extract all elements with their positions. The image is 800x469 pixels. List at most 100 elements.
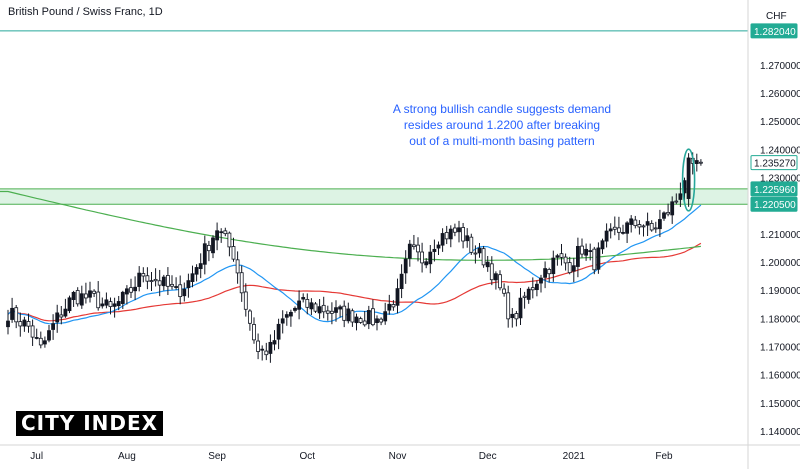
- candle-body[interactable]: [666, 212, 670, 215]
- candle-body[interactable]: [649, 222, 654, 231]
- candle-body[interactable]: [551, 257, 556, 275]
- candle-body[interactable]: [280, 318, 285, 324]
- candle-body[interactable]: [465, 235, 470, 242]
- candle-body[interactable]: [104, 299, 109, 306]
- candle-body[interactable]: [223, 230, 228, 235]
- candle-body[interactable]: [416, 244, 420, 253]
- candle-body[interactable]: [338, 306, 343, 310]
- candle-body[interactable]: [211, 237, 215, 254]
- candle-body[interactable]: [198, 263, 203, 270]
- candle-body[interactable]: [518, 297, 523, 319]
- candle-body[interactable]: [514, 313, 519, 320]
- candle-body[interactable]: [268, 341, 273, 354]
- candle-body[interactable]: [399, 273, 404, 290]
- candle-body[interactable]: [699, 161, 703, 164]
- candle-body[interactable]: [317, 306, 322, 314]
- candle-body[interactable]: [59, 314, 64, 318]
- candle-body[interactable]: [662, 212, 666, 219]
- candle-body[interactable]: [674, 200, 679, 203]
- candle-body[interactable]: [612, 226, 617, 230]
- candle-body[interactable]: [178, 284, 183, 298]
- candle-body[interactable]: [370, 308, 375, 326]
- candle-body[interactable]: [96, 291, 101, 309]
- candle-body[interactable]: [129, 287, 133, 293]
- candle-body[interactable]: [530, 287, 535, 291]
- candle-body[interactable]: [678, 193, 683, 200]
- candle-body[interactable]: [387, 303, 392, 311]
- candle-body[interactable]: [186, 280, 191, 289]
- candle-body[interactable]: [448, 228, 453, 240]
- candle-body[interactable]: [256, 340, 261, 352]
- candle-body[interactable]: [174, 286, 179, 288]
- candle-body[interactable]: [362, 320, 367, 326]
- candle-body[interactable]: [420, 251, 425, 264]
- candle-body[interactable]: [293, 307, 297, 311]
- candle-body[interactable]: [366, 310, 371, 325]
- candle-body[interactable]: [633, 219, 638, 227]
- candle-body[interactable]: [526, 288, 531, 300]
- candle-body[interactable]: [670, 201, 675, 216]
- candle-body[interactable]: [22, 319, 27, 327]
- candle-body[interactable]: [411, 244, 416, 247]
- candle-body[interactable]: [284, 314, 289, 318]
- candle-body[interactable]: [428, 251, 433, 265]
- candle-body[interactable]: [559, 253, 564, 258]
- candle-body[interactable]: [133, 286, 138, 292]
- candle-body[interactable]: [395, 288, 400, 306]
- candle-body[interactable]: [629, 218, 634, 225]
- candle-body[interactable]: [461, 227, 466, 242]
- candle-body[interactable]: [342, 305, 347, 321]
- candle-body[interactable]: [452, 227, 457, 233]
- candle-body[interactable]: [137, 272, 142, 287]
- candle-body[interactable]: [489, 263, 494, 281]
- candle-body[interactable]: [100, 303, 105, 307]
- candle-body[interactable]: [125, 288, 129, 295]
- candle-body[interactable]: [84, 293, 88, 299]
- candle-body[interactable]: [547, 269, 552, 275]
- candle-body[interactable]: [653, 227, 658, 230]
- candle-body[interactable]: [14, 307, 19, 323]
- candle-body[interactable]: [145, 275, 150, 282]
- candle-body[interactable]: [444, 232, 449, 240]
- candle-body[interactable]: [571, 265, 576, 272]
- candle-body[interactable]: [604, 230, 609, 242]
- candle-body[interactable]: [584, 248, 588, 256]
- candle-body[interactable]: [383, 311, 388, 322]
- candle-body[interactable]: [424, 261, 429, 266]
- candle-body[interactable]: [637, 224, 642, 228]
- candle-body[interactable]: [92, 290, 96, 294]
- candle-body[interactable]: [67, 297, 72, 312]
- candle-body[interactable]: [498, 274, 502, 289]
- candle-body[interactable]: [38, 337, 43, 346]
- candle-body[interactable]: [10, 307, 15, 320]
- candle-body[interactable]: [485, 261, 490, 268]
- candle-body[interactable]: [580, 245, 584, 255]
- candle-body[interactable]: [391, 304, 396, 308]
- candle-body[interactable]: [190, 273, 195, 282]
- candle-body[interactable]: [276, 323, 281, 340]
- candle-body[interactable]: [309, 302, 314, 310]
- candle-body[interactable]: [231, 246, 236, 260]
- candle-body[interactable]: [305, 299, 310, 308]
- candle-body[interactable]: [194, 267, 199, 275]
- candle-body[interactable]: [329, 310, 334, 314]
- candle-body[interactable]: [641, 225, 646, 228]
- candle-body[interactable]: [621, 231, 625, 234]
- candle-body[interactable]: [555, 255, 560, 258]
- candle-body[interactable]: [116, 301, 121, 307]
- candle-body[interactable]: [313, 303, 318, 312]
- candle-body[interactable]: [694, 160, 699, 164]
- candle-body[interactable]: [432, 248, 437, 252]
- candle-body[interactable]: [506, 292, 511, 320]
- candle-body[interactable]: [235, 259, 240, 274]
- candle-body[interactable]: [576, 245, 580, 267]
- candle-body[interactable]: [71, 291, 76, 301]
- candle-body[interactable]: [112, 303, 117, 307]
- candle-body[interactable]: [206, 244, 211, 252]
- candle-body[interactable]: [403, 258, 408, 274]
- candle-body[interactable]: [202, 243, 207, 265]
- candle-body[interactable]: [170, 283, 174, 287]
- candle-body[interactable]: [379, 318, 384, 323]
- candle-body[interactable]: [161, 276, 166, 287]
